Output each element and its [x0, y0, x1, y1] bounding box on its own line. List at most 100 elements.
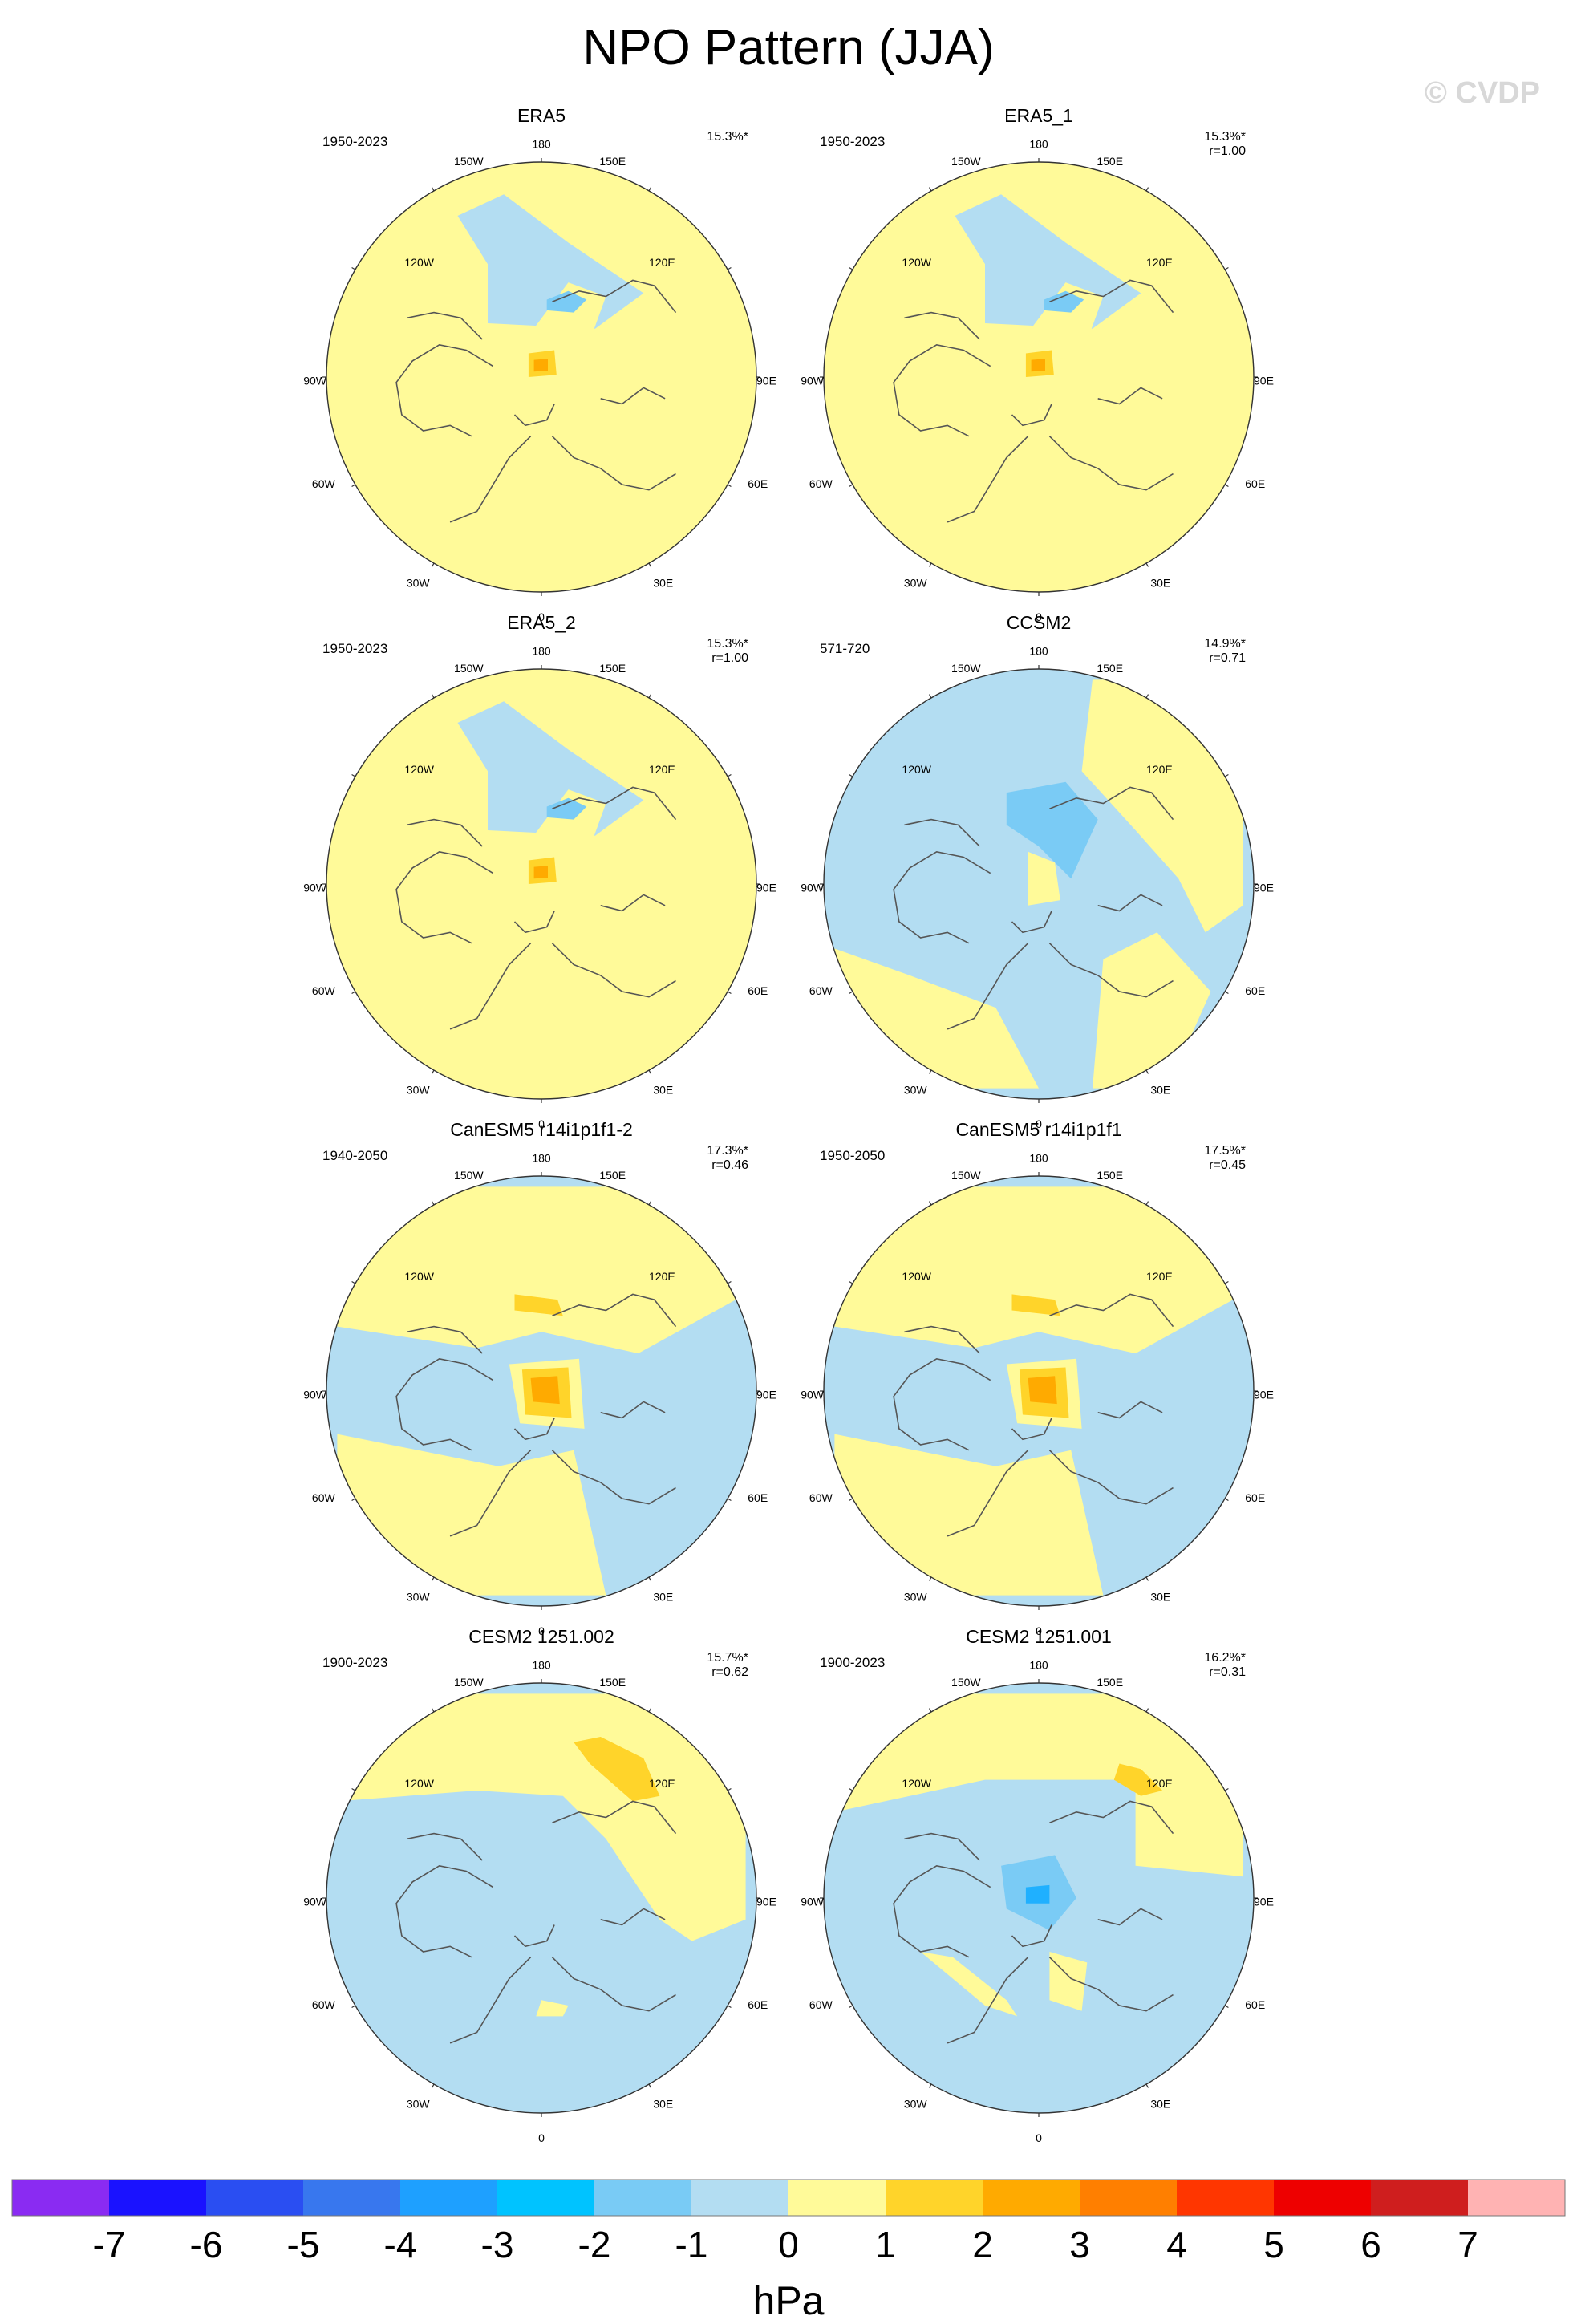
lon-tick	[849, 773, 853, 777]
lon-label: 60E	[1245, 1998, 1265, 2011]
lon-tick	[431, 1576, 435, 1581]
panel-correlation: r=0.71	[1209, 651, 1246, 665]
colorbar-swatch	[400, 2180, 498, 2216]
coastline	[395, 850, 494, 944]
colorbar-swatch	[594, 2180, 692, 2216]
coastline	[1049, 1293, 1174, 1328]
lon-label: 60W	[809, 984, 833, 997]
coastline	[449, 943, 532, 1030]
panel-correlation: r=0.45	[1209, 1158, 1246, 1172]
lon-label: 0	[538, 2131, 545, 2144]
contour-region	[1025, 1884, 1050, 1904]
lon-tick	[1224, 1280, 1229, 1284]
colorbar-swatch	[303, 2180, 401, 2216]
coastline	[893, 343, 991, 437]
lon-label: 120E	[1146, 1777, 1173, 1790]
colorbar-label: -1	[675, 2224, 708, 2265]
contour-region	[1017, 282, 1104, 364]
map-panel: ERA5_2 1950-2023 15.3%*r=1.00 180 0 150W 150E 1…	[303, 612, 776, 1130]
panel-correlation: r=1.00	[1209, 144, 1246, 158]
colorbar-label: 4	[1166, 2224, 1187, 2265]
panel-variance: 15.3%*	[707, 637, 748, 651]
panel-title: ERA5_1	[1004, 105, 1073, 126]
contour-region	[536, 2000, 569, 2017]
contour-field	[326, 1176, 756, 1606]
lon-label: 150W	[951, 155, 981, 168]
lon-label: 150W	[951, 1169, 981, 1182]
contour-region	[546, 797, 587, 820]
lon-label: 30W	[407, 1083, 431, 1096]
lon-label: 150E	[599, 662, 626, 675]
lon-tick	[727, 773, 732, 777]
lon-tick	[928, 1201, 932, 1206]
lon-label: 150E	[1097, 1169, 1123, 1182]
coastline	[449, 1957, 532, 2044]
lon-tick	[1224, 484, 1229, 488]
lon-tick	[648, 1069, 652, 1074]
coastline	[449, 1450, 532, 1537]
coastline	[551, 436, 676, 491]
coastline	[407, 818, 483, 847]
lon-label: 90W	[303, 881, 327, 894]
lon-label: 30W	[904, 576, 928, 589]
coastline	[1097, 1401, 1163, 1419]
map-panel: ERA5_1 1950-2023 15.3%*r=1.00 180 0 150W 150E 1…	[801, 105, 1274, 623]
coastline	[1097, 387, 1163, 405]
lon-tick	[1224, 1787, 1229, 1791]
coastline	[1097, 1908, 1163, 1926]
lon-label: 60E	[1245, 477, 1265, 490]
lon-label: 30E	[1150, 2097, 1170, 2110]
lon-label: 30E	[653, 1590, 673, 1603]
lon-label: 30E	[1150, 1590, 1170, 1603]
panel-variance: 16.2%*	[1204, 1651, 1246, 1665]
lon-label: 60E	[748, 984, 768, 997]
lon-label: 120W	[404, 1777, 434, 1790]
lon-tick	[351, 991, 356, 995]
lon-tick	[849, 1787, 853, 1791]
lon-label: 30E	[653, 2097, 673, 2110]
lon-label: 0	[1036, 1117, 1042, 1130]
lon-label: 0	[1036, 1624, 1042, 1637]
coastline	[407, 311, 483, 340]
coastline	[395, 343, 494, 437]
colorbar-label: -2	[578, 2224, 611, 2265]
lon-label: 60W	[312, 1491, 336, 1504]
lon-tick	[727, 2005, 732, 2009]
lon-tick	[928, 1069, 932, 1074]
lon-label: 30W	[407, 2097, 431, 2110]
lon-tick	[928, 2083, 932, 2088]
lon-tick	[1145, 694, 1149, 699]
lon-label: 90W	[303, 1895, 327, 1908]
lon-label: 90W	[303, 374, 327, 387]
lon-tick	[431, 694, 435, 699]
lon-label: 0	[538, 1117, 545, 1130]
coastline	[893, 1357, 991, 1451]
coastline	[1011, 911, 1052, 934]
lon-tick	[1145, 562, 1149, 567]
contour-region	[533, 359, 548, 372]
colorbar-swatch	[1468, 2180, 1566, 2216]
lon-tick	[431, 562, 435, 567]
colorbar-swatch	[983, 2180, 1080, 2216]
contour-region	[834, 1186, 1243, 1354]
panel-title: CESM2 1251.002	[468, 1626, 614, 1647]
lon-label: 90E	[1254, 1388, 1274, 1401]
lon-label: 30W	[407, 576, 431, 589]
lon-label: 90W	[303, 1388, 327, 1401]
lon-tick	[849, 991, 853, 995]
lon-tick	[648, 2083, 652, 2088]
coastline	[904, 818, 980, 847]
lon-label: 150W	[951, 1676, 981, 1689]
watermark: © CVDP	[1425, 76, 1540, 110]
colorbar: -7 -6 -5 -4 -3 -2 -1 0 1 2 3 4 5 6 7	[11, 2179, 1566, 2265]
lon-label: 30E	[1150, 1083, 1170, 1096]
lon-tick	[727, 1787, 732, 1791]
lon-label: 120W	[902, 763, 931, 776]
lon-label: 180	[532, 1152, 551, 1165]
coastline	[1048, 1957, 1174, 2012]
lon-tick	[727, 266, 732, 270]
coastline	[407, 1325, 483, 1354]
lon-label: 30W	[904, 1590, 928, 1603]
contour-region	[337, 1693, 746, 1941]
